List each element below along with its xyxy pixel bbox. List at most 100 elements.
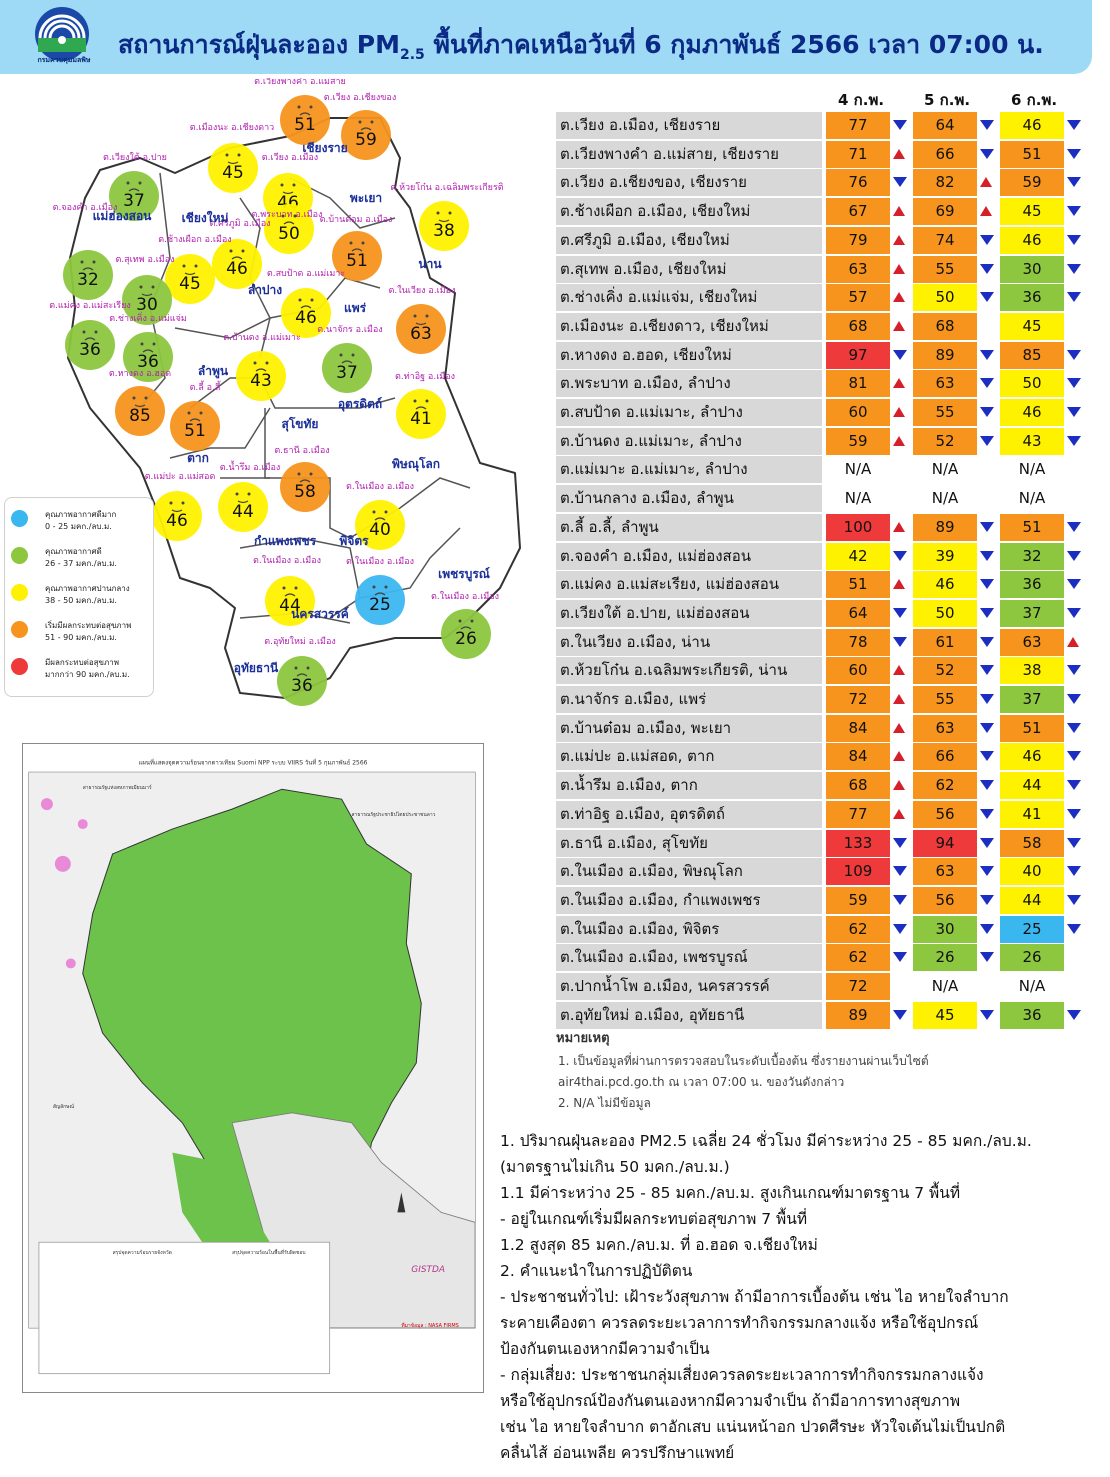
province-name: พะเยา bbox=[350, 191, 382, 205]
station-name: ต.สบป้าด อ.แม่เมาะ, ลำปาง bbox=[556, 399, 822, 426]
hotspot-cluster bbox=[54, 855, 71, 872]
satellite-source: ที่มาข้อมูล : NASA FIRMS bbox=[401, 1322, 458, 1329]
pm25-value-cell: 79 bbox=[826, 226, 890, 254]
pm25-value-cell: N/A bbox=[913, 456, 977, 484]
pm25-value-cell: 51 bbox=[1000, 140, 1064, 168]
notes: หมายเหตุ 1. เป็นข้อมูลที่ผ่านการตรวจสอบใ… bbox=[556, 1027, 1076, 1115]
pm25-value-cell: 59 bbox=[826, 427, 890, 455]
pm25-value-cell: 51 bbox=[826, 571, 890, 599]
col-header-day-1: 4 ก.พ. bbox=[838, 91, 885, 109]
pm25-value-cell: N/A bbox=[913, 973, 977, 1000]
trend-down-icon bbox=[980, 349, 994, 360]
table-row: ต.บ้านกลาง อ.เมือง, ลำพูน N/A N/A N/A bbox=[556, 485, 1086, 513]
map-station-marker: 46 ต.ศรีภูมิ อ.เมือง bbox=[209, 218, 271, 289]
map-station-marker: 45 ต.เมืองนะ อ.เชียงดาว bbox=[190, 122, 274, 193]
pm25-value-cell: 56 bbox=[913, 800, 977, 828]
trend-down-icon bbox=[893, 923, 907, 934]
pm25-value-cell: 56 bbox=[913, 886, 977, 914]
station-label: ต.ช่างเคิ่ง อ.แม่แจ่ม bbox=[109, 311, 187, 324]
trend-down-icon bbox=[980, 378, 994, 389]
table-row: ต.ท่าอิฐ อ.เมือง, อุตรดิตถ์ 77 56 41 bbox=[556, 800, 1086, 828]
pm25-value-cell: 78 bbox=[826, 628, 890, 656]
aqi-face-icon bbox=[264, 204, 314, 254]
pm25-value-cell: 69 bbox=[913, 198, 977, 226]
aqi-face-icon bbox=[322, 343, 372, 393]
station-label: ต.นาจักร อ.เมือง bbox=[317, 324, 382, 335]
table-row: ต.ศรีภูมิ อ.เมือง, เชียงใหม่ 79 74 46 bbox=[556, 226, 1086, 254]
pm25-value-cell: N/A bbox=[1000, 973, 1064, 1000]
station-value: 41 bbox=[410, 409, 432, 429]
map-station-marker: 37 ต.เวียงใต้ อ.ปาย bbox=[103, 152, 167, 221]
station-value: 30 bbox=[136, 295, 158, 315]
pm25-value-cell: 61 bbox=[913, 628, 977, 656]
province-name: อุตรดิตถ์ bbox=[338, 397, 382, 412]
trend-down-icon bbox=[893, 866, 907, 877]
pm25-value-cell: 60 bbox=[826, 399, 890, 426]
station-label: ต.เวียง อ.เมือง bbox=[262, 152, 318, 163]
trend-down-icon bbox=[1067, 521, 1081, 532]
trend-up-icon bbox=[893, 292, 905, 303]
pm25-value-cell: 66 bbox=[913, 743, 977, 771]
aqi-face-icon bbox=[281, 288, 331, 338]
map-station-marker: 26 ต.ในเมือง อ.เมือง bbox=[431, 591, 499, 659]
hotspot-cluster bbox=[65, 958, 76, 969]
pm25-value-cell: 43 bbox=[1000, 427, 1064, 455]
trend-down-icon bbox=[1067, 607, 1081, 618]
pm25-value-cell: 59 bbox=[1000, 169, 1064, 197]
trend-down-icon bbox=[1067, 751, 1081, 762]
trend-down-icon bbox=[980, 521, 994, 532]
table-row: ต.เวียงพางคำ อ.แม่สาย, เชียงราย 71 66 51 bbox=[556, 140, 1086, 168]
station-label: ต.ท่าอิฐ อ.เมือง bbox=[395, 371, 455, 382]
trend-up-icon bbox=[893, 320, 905, 331]
trend-down-icon bbox=[1067, 579, 1081, 590]
trend-down-icon bbox=[893, 550, 907, 561]
table-row: ต.แม่คง อ.แม่สะเรียง, แม่ฮ่องสอน 51 46 36 bbox=[556, 571, 1086, 599]
trend-down-icon bbox=[1067, 837, 1081, 848]
station-name: ต.อุทัยใหม่ อ.เมือง, อุทัยธานี bbox=[556, 1001, 822, 1029]
station-label: ต.น้ำรึม อ.เมือง bbox=[220, 460, 281, 473]
station-value: 46 bbox=[295, 308, 317, 328]
legend-dot bbox=[11, 621, 28, 638]
legend-dot bbox=[11, 547, 28, 564]
table-row: ต.ในเมือง อ.เมือง, เพชรบูรณ์ 62 26 26 bbox=[556, 944, 1086, 972]
pm25-value-cell: 76 bbox=[826, 169, 890, 197]
table-row: ต.เวียงใต้ อ.ปาย, แม่ฮ่องสอน 64 50 37 bbox=[556, 599, 1086, 627]
station-label: ต.ในเวียง อ.เมือง bbox=[389, 285, 456, 296]
trend-down-icon bbox=[980, 234, 994, 245]
aqi-face-icon bbox=[65, 320, 115, 370]
trend-down-icon bbox=[980, 751, 994, 762]
pm25-value-cell: 42 bbox=[826, 542, 890, 570]
trend-down-icon bbox=[1067, 808, 1081, 819]
aqi-face-icon bbox=[165, 254, 215, 304]
aqi-face-icon bbox=[115, 386, 165, 436]
trend-down-icon bbox=[893, 952, 907, 963]
aqi-face-icon bbox=[355, 500, 405, 550]
pm25-value-cell: 30 bbox=[913, 915, 977, 943]
aqi-face-icon bbox=[212, 239, 262, 289]
pm25-value-cell: 64 bbox=[826, 599, 890, 627]
trend-down-icon bbox=[1067, 407, 1081, 417]
station-value: 37 bbox=[336, 363, 358, 383]
table-row: ต.แม่เมาะ อ.แม่เมาะ, ลำปาง N/A N/A N/A bbox=[556, 456, 1086, 484]
pm25-value-cell: N/A bbox=[1000, 456, 1064, 484]
table-row: ต.เวียง อ.เชียงของ, เชียงราย 76 82 59 bbox=[556, 169, 1086, 197]
summary-line: หรือใช้อุปกรณ์ป้องกันตนเองหากมีความจำเป็… bbox=[500, 1392, 961, 1410]
hotspot-satellite-map: แผนที่แสดงจุดความร้อนจากดาวเทียม Suomi N… bbox=[22, 743, 484, 1393]
legend-dot bbox=[11, 510, 28, 527]
station-name: ต.บ้านดง อ.แม่เมาะ, ลำปาง bbox=[556, 427, 822, 455]
summary-line: 1. ปริมาณฝุ่นละออง PM2.5 เฉลี่ย 24 ชั่วโ… bbox=[500, 1132, 1032, 1150]
station-name: ต.ในเมือง อ.เมือง, กำแพงเพชร bbox=[556, 886, 822, 914]
trend-down-icon bbox=[980, 636, 994, 647]
trend-down-icon bbox=[1067, 349, 1081, 360]
summary-line: (มาตรฐานไม่เกิน 50 มคก./ลบ.ม.) bbox=[500, 1158, 730, 1176]
table-row: ต.ในเมือง อ.เมือง, กำแพงเพชร 59 56 44 bbox=[556, 886, 1086, 914]
trend-down-icon bbox=[1067, 665, 1081, 676]
table-row: ต.ห้วยโก๋น อ.เฉลิมพระเกียรติ, น่าน 60 52 38 bbox=[556, 657, 1086, 685]
trend-down-icon bbox=[893, 636, 907, 647]
table-row: ต.เวียง อ.เมือง, เชียงราย 77 64 46 bbox=[556, 112, 1086, 139]
province-name: แม่ฮ่องสอน bbox=[93, 209, 153, 223]
pm25-value-cell: 89 bbox=[826, 1001, 890, 1029]
aqi-face-icon bbox=[280, 95, 330, 145]
station-name: ต.เวียงใต้ อ.ปาย, แม่ฮ่องสอน bbox=[556, 599, 822, 627]
map-station-marker: 51 ต.บ้านต๋อม อ.เมือง bbox=[320, 214, 392, 281]
